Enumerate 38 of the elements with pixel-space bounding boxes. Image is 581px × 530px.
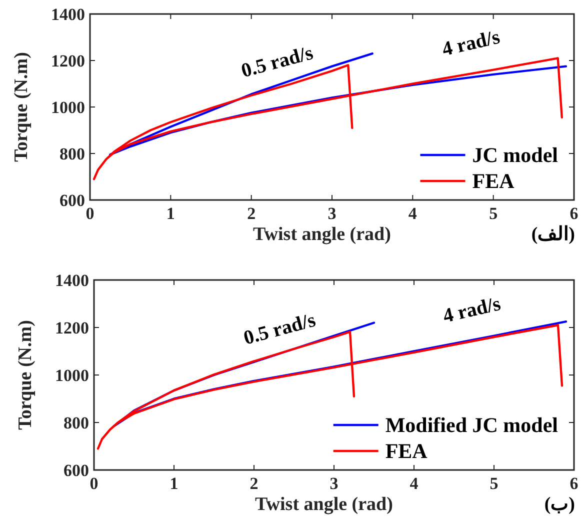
y-tick-label: 1000 — [51, 98, 85, 117]
legend-label: FEA — [472, 169, 516, 193]
annotation: 0.5 rad/s — [241, 309, 318, 350]
x-tick-label: 5 — [489, 204, 498, 223]
y-tick-label: 800 — [60, 144, 85, 164]
text: (الف) — [531, 224, 575, 245]
annotation: 0.5 rad/s — [238, 42, 316, 82]
annotation: 4 rad/s — [440, 292, 503, 328]
annotation: 4 rad/s — [440, 26, 502, 61]
x-tick-label: 5 — [490, 474, 498, 493]
x-tick-label: 2 — [247, 204, 256, 223]
x-tick-label: 3 — [328, 204, 336, 223]
y-tick-label: 1200 — [55, 318, 89, 338]
x-tick-label: 6 — [570, 474, 578, 493]
y-tick-label: 600 — [64, 461, 89, 480]
x-axis-title: Twist angle (rad) — [255, 494, 393, 515]
x-tick-label: 3 — [330, 474, 338, 493]
y-tick-label: 1000 — [55, 366, 89, 385]
y-tick-label: 1400 — [51, 5, 85, 24]
legend-label: JC model — [472, 143, 558, 167]
y-tick-label: 1200 — [51, 52, 85, 70]
text: (ب) — [544, 494, 575, 515]
x-tick-label: 1 — [166, 204, 175, 223]
legend-label: Modified JC model — [385, 413, 558, 437]
x-tick-label: 0 — [90, 474, 98, 493]
x-axis-title: Twist angle (rad) — [253, 224, 391, 245]
y-tick-label: 800 — [64, 414, 89, 432]
x-tick-label: 4 — [408, 204, 418, 223]
y-axis-title: Torque (N.m) — [11, 52, 32, 162]
y-axis-title: Torque (N.m) — [15, 320, 36, 430]
x-tick-label: 2 — [250, 474, 258, 493]
x-tick-label: 6 — [570, 204, 578, 223]
x-tick-label: 0 — [86, 204, 94, 223]
x-tick-label: 4 — [410, 474, 419, 493]
x-tick-label: 1 — [170, 474, 178, 493]
y-tick-label: 600 — [60, 191, 85, 210]
y-tick-label: 1400 — [55, 271, 89, 290]
legend-label: FEA — [385, 439, 428, 463]
